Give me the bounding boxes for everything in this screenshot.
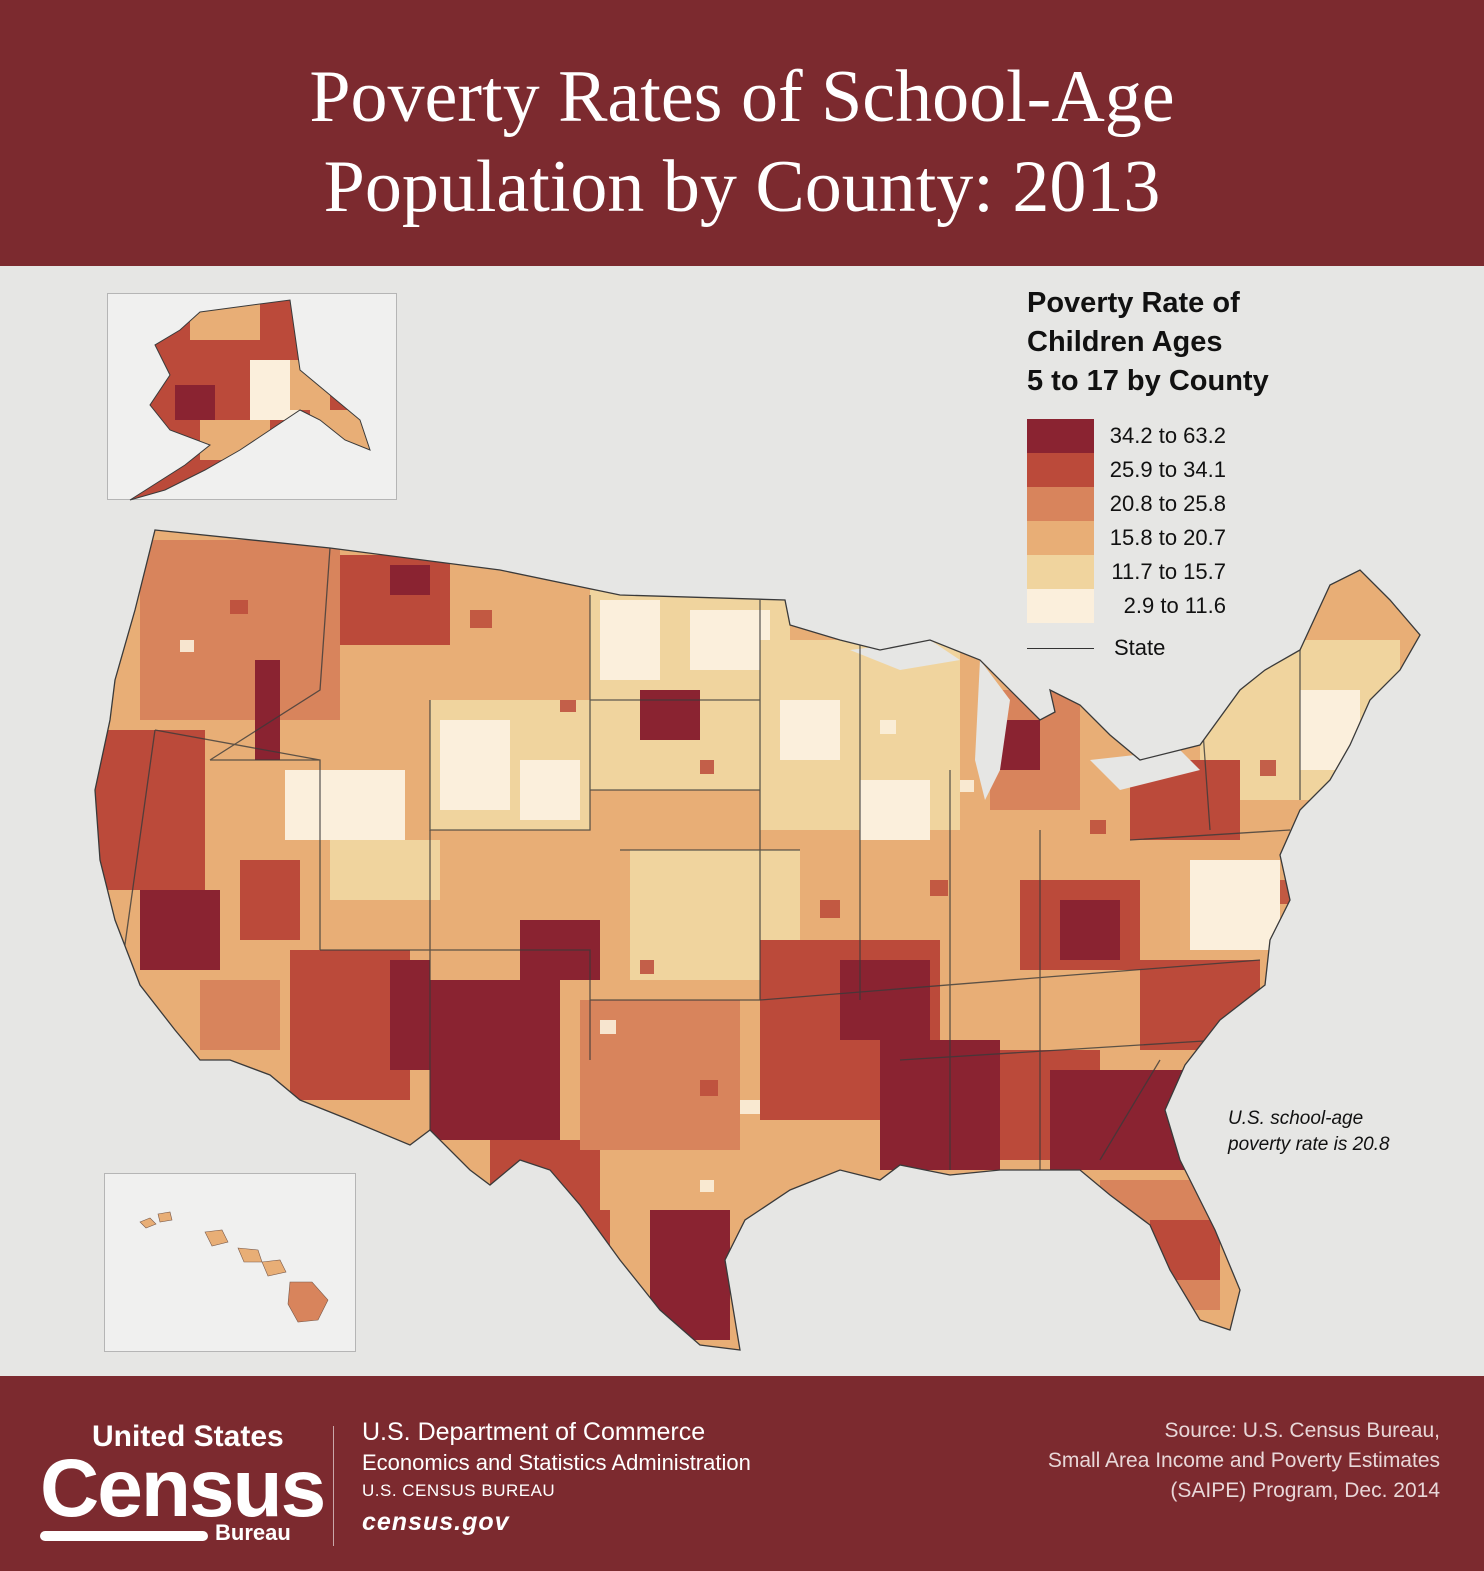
department-block: U.S. Department of Commerce Economics an… — [362, 1416, 751, 1539]
legend-item-5: 11.7 to 15.7 — [1027, 555, 1357, 589]
legend-title: Poverty Rate of Children Ages 5 to 17 by… — [1027, 287, 1269, 397]
source-note: Source: U.S. Census Bureau, Small Area I… — [1047, 1419, 1440, 1502]
legend-label-3: 20.8 to 25.8 — [1109, 491, 1226, 516]
title-banner: Poverty Rates of School-Age Population b… — [0, 0, 1484, 266]
state-line-symbol — [1027, 647, 1094, 649]
legend-label-1: 34.2 to 63.2 — [1109, 423, 1226, 448]
legend-swatch-1 — [1027, 419, 1094, 453]
alaska-outline — [129, 299, 371, 501]
dept-line-1: U.S. Department of Commerce — [362, 1418, 706, 1446]
footer-banner: United States Census Bureau U.S. Departm… — [0, 1376, 1484, 1571]
legend-item-2: 25.9 to 34.1 — [1027, 453, 1357, 487]
legend-swatch-2 — [1027, 453, 1094, 487]
legend: Poverty Rate of Children Ages 5 to 17 by… — [1027, 284, 1357, 661]
alaska-counties — [130, 300, 370, 500]
logo-bureau-text: Bureau — [215, 1520, 291, 1545]
legend-items: 34.2 to 63.2 25.9 to 34.1 20.8 to 25.8 1… — [1027, 419, 1357, 623]
national-rate-note: U.S. school-age poverty rate is 20.8 — [1228, 1108, 1390, 1155]
logo-underline — [40, 1531, 208, 1541]
census-logo: United States Census Bureau — [40, 1416, 326, 1546]
logo-top-text: United States — [92, 1420, 284, 1453]
hawaii-counties — [139, 1211, 329, 1323]
legend-item-4: 15.8 to 20.7 — [1027, 521, 1357, 555]
legend-item-1: 34.2 to 63.2 — [1027, 419, 1357, 453]
hawaii-inset-frame — [104, 1173, 356, 1352]
legend-label-2: 25.9 to 34.1 — [1109, 457, 1226, 482]
legend-state-item: State — [1027, 635, 1357, 661]
legend-swatch-4 — [1027, 521, 1094, 555]
logo-main-text: Census — [40, 1443, 326, 1534]
dept-line-3: U.S. CENSUS BUREAU — [362, 1481, 556, 1500]
legend-item-3: 20.8 to 25.8 — [1027, 487, 1357, 521]
legend-label-4: 15.8 to 20.7 — [1109, 525, 1226, 550]
legend-item-6: 2.9 to 11.6 — [1027, 589, 1357, 623]
legend-label-5: 11.7 to 15.7 — [1111, 559, 1226, 584]
us-outline — [94, 529, 1421, 1351]
legend-swatch-6 — [1027, 589, 1094, 623]
legend-swatch-3 — [1027, 487, 1094, 521]
footer-divider — [333, 1426, 334, 1546]
page-title: Poverty Rates of School-Age Population b… — [309, 56, 1175, 228]
legend-swatch-5 — [1027, 555, 1094, 589]
dept-line-2: Economics and Statistics Administration — [362, 1450, 751, 1475]
website-link[interactable]: census.gov — [362, 1508, 510, 1536]
legend-label-6: 2.9 to 11.6 — [1123, 593, 1226, 618]
legend-state-label: State — [1114, 635, 1166, 660]
